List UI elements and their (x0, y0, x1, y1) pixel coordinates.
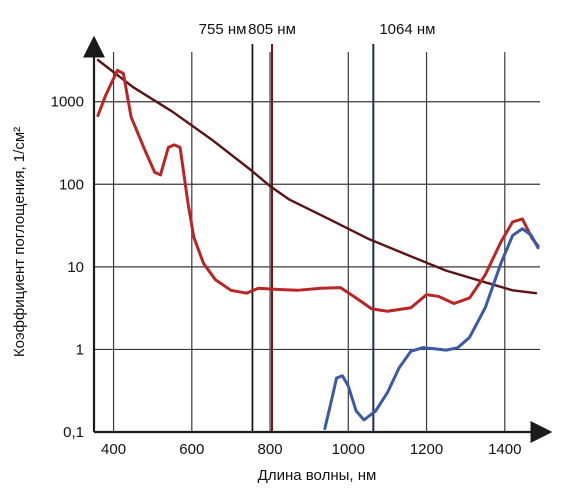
marker-label-805: 805 нм (248, 21, 296, 38)
y-tick-label: 0,1 (63, 424, 84, 441)
marker-label-1064: 1064 нм (379, 21, 435, 38)
x-tick-label: 600 (179, 441, 204, 458)
x-axis-label: Длина волны, нм (258, 467, 377, 484)
marker-label-755: 755 нм (199, 21, 247, 38)
x-tick-label: 1000 (332, 441, 365, 458)
y-tick-label: 1000 (51, 94, 84, 111)
x-tick-label: 1400 (488, 441, 521, 458)
x-tick-label: 1200 (410, 441, 443, 458)
x-tick-label: 800 (258, 441, 283, 458)
y-tick-label: 10 (67, 259, 84, 276)
chart-svg: 400 600 800 1000 1200 1400 0,1 1 10 100 1000 755 нм… (0, 0, 578, 503)
y-axis-label: Коэффициент поглощения, 1/см² (11, 127, 28, 357)
x-tick-label: 400 (101, 441, 126, 458)
y-tick-label: 100 (59, 176, 84, 193)
absorption-chart: 400 600 800 1000 1200 1400 0,1 1 10 100 1000 755 нм… (0, 0, 578, 503)
y-tick-label: 1 (76, 341, 84, 358)
